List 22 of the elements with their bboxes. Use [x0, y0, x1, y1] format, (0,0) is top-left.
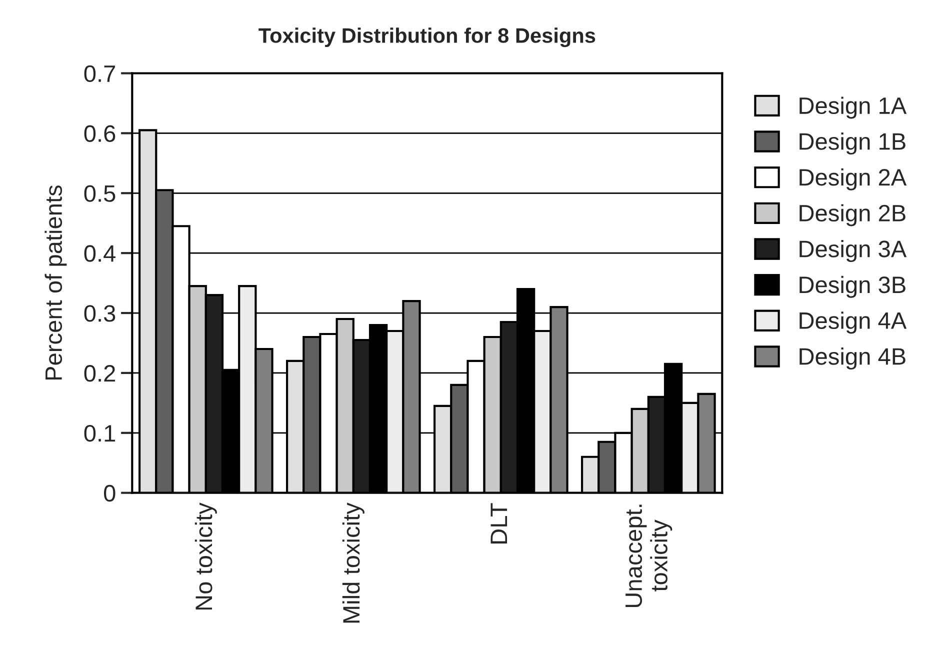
y-tick-label: 0 — [104, 484, 116, 502]
y-tick-label: 0.2 — [84, 365, 116, 382]
legend-label: Design 1B — [800, 132, 906, 155]
legend-label: Design 1A — [800, 96, 907, 119]
y-tick-label: 0.4 — [84, 245, 116, 262]
y-tick-label: 0.7 — [84, 65, 116, 82]
y-axis-title: Percent of patients — [44, 185, 67, 380]
chart-title: Toxicity Distribution for 8 Designs — [258, 28, 596, 48]
y-tick-label: 0.3 — [84, 305, 116, 322]
x-tick-label: Unaccept. toxicity — [626, 504, 672, 608]
x-tick-label: DLT — [490, 503, 508, 544]
y-tick-label: 0.1 — [84, 424, 116, 442]
legend-label: Design 4B — [800, 348, 906, 370]
x-tick-label: Mild toxicity — [342, 502, 364, 623]
legend-label: Design 3A — [800, 240, 907, 262]
legend-label: Design 4A — [800, 312, 907, 334]
y-tick-label: 0.6 — [84, 125, 116, 142]
x-tick-label: No toxicity — [194, 502, 217, 610]
legend-label: Design 3B — [800, 276, 906, 298]
legend-label: Design 2A — [800, 168, 907, 190]
legend-label: Design 2B — [800, 204, 906, 226]
y-tick-label: 0.5 — [84, 185, 116, 202]
